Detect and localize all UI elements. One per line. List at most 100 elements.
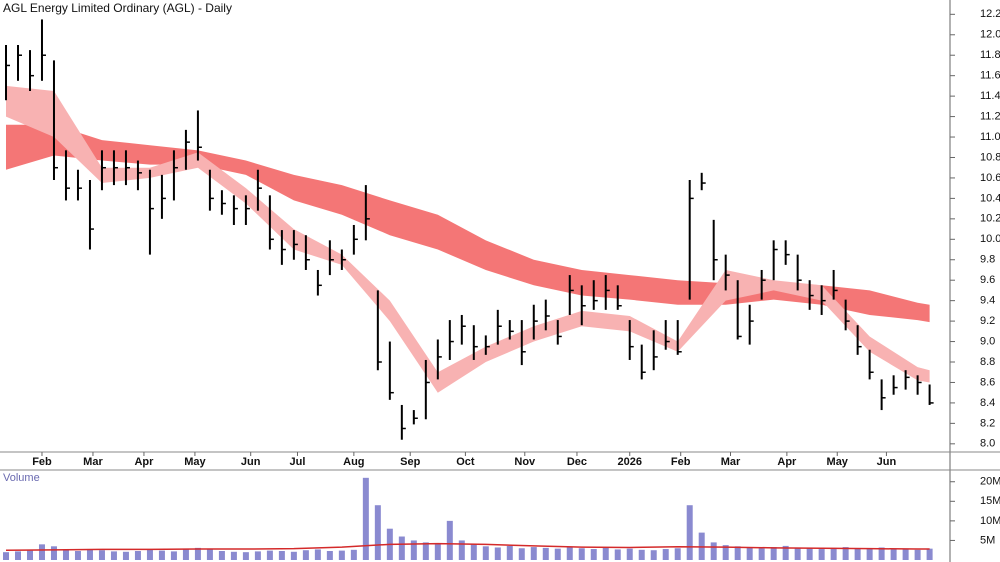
y-tick-label: 10.6 bbox=[980, 172, 1000, 184]
volume-tick-label: 5M bbox=[980, 534, 995, 546]
y-tick-label: 10.8 bbox=[980, 151, 1000, 163]
volume-bar bbox=[278, 551, 285, 560]
x-tick-label: Oct bbox=[456, 456, 475, 468]
chart-title: AGL Energy Limited Ordinary (AGL) - Dail… bbox=[3, 1, 232, 15]
x-tick-label: Sep bbox=[400, 456, 420, 468]
volume-label: Volume bbox=[3, 472, 40, 484]
volume-bar bbox=[458, 540, 465, 560]
y-tick-label: 11.2 bbox=[980, 110, 1000, 122]
volume-bar bbox=[134, 551, 141, 560]
volume-bar bbox=[650, 550, 657, 560]
volume-bar bbox=[206, 549, 213, 560]
y-tick-label: 8.2 bbox=[980, 417, 995, 429]
volume-bar bbox=[638, 549, 645, 560]
volume-bar bbox=[662, 549, 669, 560]
y-tick-label: 8.0 bbox=[980, 438, 995, 450]
volume-bar bbox=[614, 549, 621, 560]
x-tick-label: Aug bbox=[343, 456, 364, 468]
x-tick-label: Apr bbox=[134, 456, 154, 468]
volume-bar bbox=[302, 550, 309, 560]
x-tick-label: Jun bbox=[877, 456, 897, 468]
volume-bar bbox=[38, 544, 45, 560]
volume-bar bbox=[158, 550, 165, 560]
volume-bar bbox=[338, 550, 345, 560]
volume-bar bbox=[98, 550, 105, 560]
y-tick-label: 12.0 bbox=[980, 29, 1000, 41]
x-tick-label: Nov bbox=[514, 456, 536, 468]
volume-bar bbox=[542, 547, 549, 560]
volume-bar bbox=[554, 548, 561, 560]
volume-bar bbox=[218, 551, 225, 560]
volume-bar bbox=[734, 546, 741, 560]
y-tick-label: 10.0 bbox=[980, 233, 1000, 245]
volume-bar bbox=[722, 545, 729, 560]
y-tick-label: 11.8 bbox=[980, 49, 1000, 61]
volume-bar bbox=[758, 548, 765, 560]
volume-bar bbox=[86, 549, 93, 560]
x-tick-label: May bbox=[827, 456, 849, 468]
ma-band bbox=[5, 85, 930, 393]
volume-bar bbox=[350, 549, 357, 560]
y-tick-label: 9.6 bbox=[980, 274, 995, 286]
volume-bar bbox=[506, 545, 513, 560]
y-tick-label: 10.2 bbox=[980, 213, 1000, 225]
volume-bar bbox=[914, 549, 921, 560]
volume-tick-label: 20M bbox=[980, 476, 1000, 488]
y-tick-label: 9.8 bbox=[980, 254, 995, 266]
volume-bar bbox=[854, 548, 861, 560]
volume-bar bbox=[470, 544, 477, 560]
volume-bar bbox=[110, 551, 117, 560]
volume-bar bbox=[590, 549, 597, 560]
volume-bar bbox=[362, 477, 369, 560]
y-tick-label: 9.4 bbox=[980, 295, 995, 307]
volume-bar bbox=[266, 550, 273, 560]
y-tick-label: 11.6 bbox=[980, 70, 1000, 82]
volume-bar bbox=[374, 505, 381, 560]
volume-bar bbox=[14, 551, 21, 560]
volume-bar bbox=[818, 549, 825, 560]
y-tick-label: 10.4 bbox=[980, 192, 1000, 204]
x-tick-label: Jun bbox=[241, 456, 261, 468]
volume-bar bbox=[398, 536, 405, 560]
volume-bar bbox=[146, 549, 153, 560]
volume-bar bbox=[770, 547, 777, 560]
volume-bar bbox=[710, 542, 717, 560]
x-tick-label: Feb bbox=[32, 456, 52, 468]
volume-bar bbox=[902, 549, 909, 560]
x-tick-label: Apr bbox=[777, 456, 797, 468]
volume-bar bbox=[242, 552, 249, 560]
volume-bar bbox=[926, 548, 933, 560]
volume-bar bbox=[290, 551, 297, 560]
volume-bar bbox=[230, 551, 237, 560]
volume-bar bbox=[578, 548, 585, 560]
volume-bar bbox=[674, 548, 681, 560]
volume-bar bbox=[746, 547, 753, 560]
volume-bar bbox=[2, 552, 9, 560]
volume-bar bbox=[122, 551, 129, 560]
volume-bar bbox=[410, 540, 417, 560]
volume-bar bbox=[830, 547, 837, 560]
y-tick-label: 11.0 bbox=[980, 131, 1000, 143]
x-tick-label: Dec bbox=[567, 456, 587, 468]
volume-bar bbox=[806, 548, 813, 560]
x-tick-label: Mar bbox=[83, 456, 103, 468]
volume-bar bbox=[314, 549, 321, 560]
volume-bar bbox=[602, 547, 609, 560]
volume-bar bbox=[74, 551, 81, 560]
volume-bar bbox=[782, 545, 789, 560]
volume-bar bbox=[254, 551, 261, 560]
y-tick-label: 8.6 bbox=[980, 376, 995, 388]
volume-bar bbox=[170, 551, 177, 560]
volume-bar bbox=[566, 546, 573, 560]
volume-bar bbox=[890, 549, 897, 560]
volume-tick-label: 15M bbox=[980, 495, 1000, 507]
volume-bar bbox=[26, 550, 33, 560]
x-tick-label: May bbox=[184, 456, 206, 468]
y-tick-label: 9.2 bbox=[980, 315, 995, 327]
volume-bar bbox=[878, 547, 885, 560]
volume-bar bbox=[626, 548, 633, 560]
volume-bar bbox=[50, 546, 57, 560]
volume-bar bbox=[446, 520, 453, 560]
